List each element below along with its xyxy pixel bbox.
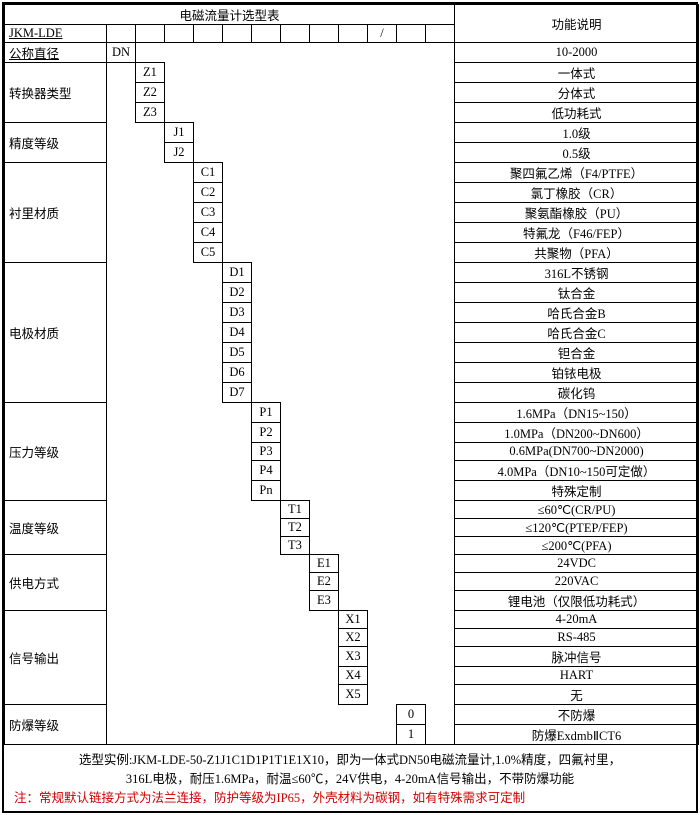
row-conv-label: 转换器类型 [5, 63, 107, 123]
title: 电磁流量计选型表 [5, 5, 455, 25]
row-dn-label: 公称直径 [5, 43, 107, 63]
example-line-1: 选型实例:JKM-LDE-50-Z1J1C1D1P1T1E1X10，即为一体式D… [10, 751, 690, 770]
row-lining-label: 衬里材质 [5, 163, 107, 263]
model-code: JKM-LDE [5, 25, 107, 43]
row-electrode-label: 电极材质 [5, 263, 107, 403]
row-temp-label: 温度等级 [5, 501, 107, 555]
selection-table: 电磁流量计选型表 功能说明 JKM-LDE / 公称直径 DN 10-2000 … [4, 4, 699, 745]
row-power-label: 供电方式 [5, 555, 107, 611]
row-signal-label: 信号输出 [5, 611, 107, 705]
row-accuracy-label: 精度等级 [5, 123, 107, 163]
row-dn-desc: 10-2000 [455, 43, 699, 63]
slash: / [368, 25, 397, 43]
row-pressure-label: 压力等级 [5, 403, 107, 501]
row-dn-code: DN [107, 43, 136, 63]
footer: 选型实例:JKM-LDE-50-Z1J1C1D1P1T1E1X10，即为一体式D… [4, 745, 696, 811]
row-explosion-label: 防爆等级 [5, 705, 107, 745]
note-line: 注：常规默认链接方式为法兰连接，防护等级为IP65，外壳材料为碳钢，如有特殊需求… [10, 789, 690, 808]
example-line-2: 316L电极，耐压1.6MPa，耐温≤60℃，24V供电，4-20mA信号输出，… [10, 770, 690, 789]
desc-header: 功能说明 [455, 5, 699, 43]
